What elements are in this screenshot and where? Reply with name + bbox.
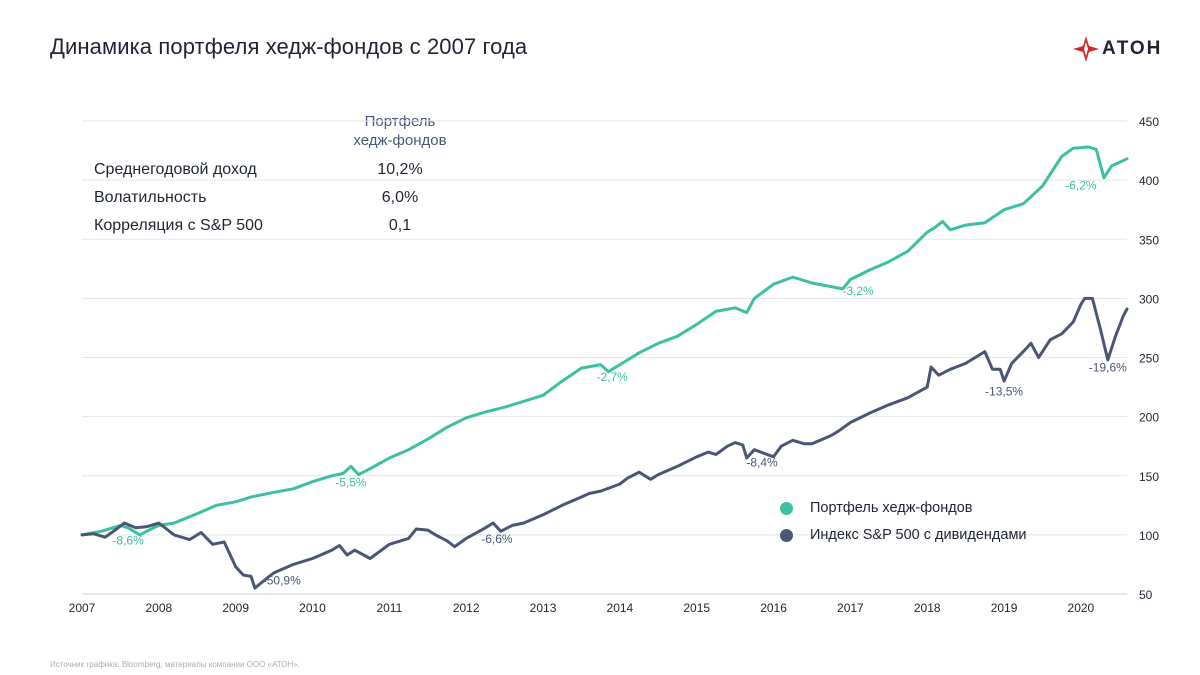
y-tick-label-100: 100 [1139, 529, 1159, 543]
logo-text: АТОН [1102, 38, 1163, 59]
legend-dot-sp500 [780, 528, 793, 542]
x-tick-label-2012: 2012 [453, 601, 480, 615]
y-tick-label-200: 200 [1139, 411, 1159, 425]
x-tick-label-2008: 2008 [145, 601, 172, 615]
y-tick-label-150: 150 [1139, 470, 1159, 484]
x-tick-label-2007: 2007 [69, 601, 96, 615]
chart-title: Динамика портфеля хедж-фондов с 2007 год… [50, 34, 528, 59]
drawdown-label: -2,7% [597, 370, 629, 384]
legend-label-hedge: Портфель хедж-фондов [810, 500, 973, 516]
y-tick-label-350: 350 [1139, 233, 1159, 247]
drawdown-label: -5,5% [335, 475, 367, 489]
drawdown-label: -8,6% [112, 533, 144, 547]
legend-item-hedge: Портфель хедж-фондов [780, 498, 972, 518]
y-tick-label-300: 300 [1139, 292, 1159, 306]
stat-label-return: Среднегодовой доход [94, 161, 257, 178]
drawdown-label: -13,5% [985, 384, 1023, 398]
y-tick-label-400: 400 [1139, 174, 1159, 188]
x-tick-label-2018: 2018 [914, 601, 941, 615]
stat-value-correlation: 0,1 [388, 217, 412, 234]
x-tick-label-2013: 2013 [530, 601, 557, 615]
stat-label-correlation: Корреляция с S&P 500 [94, 217, 263, 234]
y-tick-label-250: 250 [1139, 352, 1159, 366]
x-tick-label-2017: 2017 [837, 601, 864, 615]
series-line-sp500 [80, 296, 1129, 590]
x-tick-label-2019: 2019 [991, 601, 1018, 615]
series-line-hedge [80, 145, 1129, 537]
x-tick-label-2009: 2009 [222, 601, 249, 615]
x-tick-label-2020: 2020 [1068, 601, 1095, 615]
legend-item-sp500: Индекс S&P 500 с дивидендами [780, 525, 1027, 545]
stat-value-volatility: 6,0% [381, 189, 419, 206]
stat-value-return: 10,2% [377, 161, 423, 178]
aton-star-icon [1073, 36, 1099, 62]
brand-logo: АТОН [1072, 34, 1162, 64]
x-tick-label-2014: 2014 [607, 601, 634, 615]
drawdown-label: -19,6% [1089, 361, 1127, 375]
stats-header-line-2: хедж-фондов [353, 132, 447, 149]
y-tick-label-50: 50 [1139, 588, 1153, 602]
drawdown-label: -6,2% [1065, 179, 1097, 193]
x-tick-label-2015: 2015 [683, 601, 710, 615]
y-tick-label-450: 450 [1139, 115, 1159, 129]
drawdown-label: -6,6% [481, 532, 513, 546]
legend-dot-hedge [780, 501, 793, 515]
drawdown-label: -50,9% [263, 574, 301, 588]
x-tick-label-2010: 2010 [299, 601, 326, 615]
stat-label-volatility: Волатильность [94, 189, 207, 206]
x-tick-label-2011: 2011 [376, 601, 402, 615]
x-tick-label-2016: 2016 [760, 601, 787, 615]
drawdown-label: -8,4% [746, 455, 778, 469]
legend-label-sp500: Индекс S&P 500 с дивидендами [810, 527, 1027, 543]
drawdown-label: -3,2% [842, 284, 874, 298]
source-note: Источник графика: Bloomberg, материалы к… [50, 660, 300, 669]
